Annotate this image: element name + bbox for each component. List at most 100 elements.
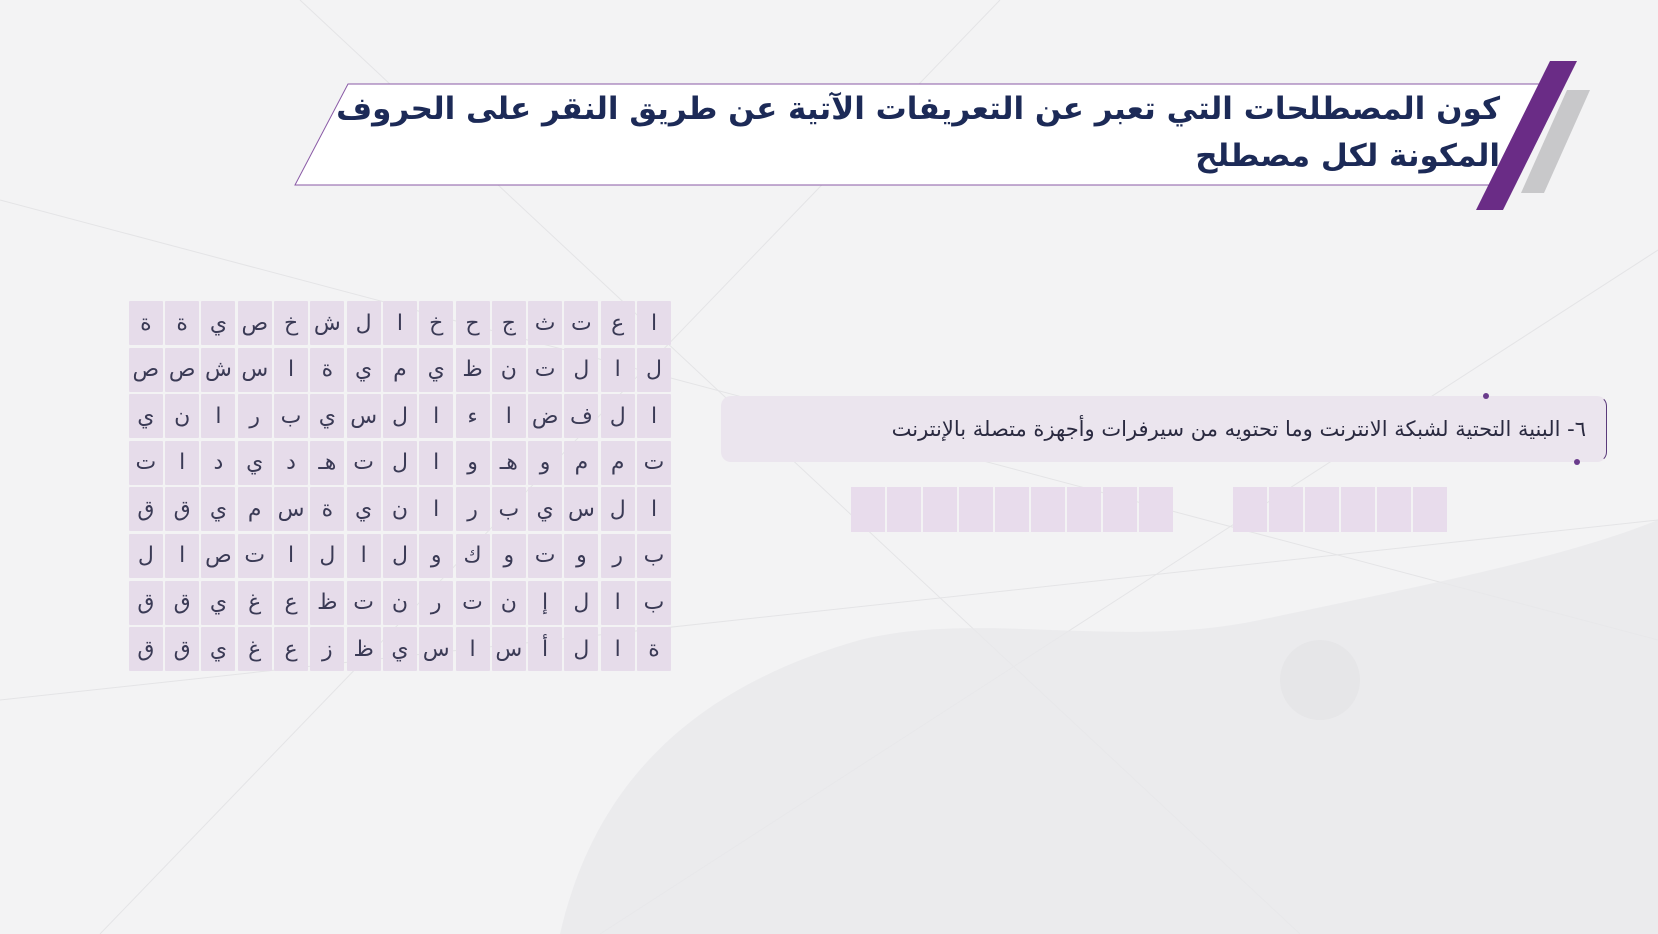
letter-cell[interactable]: و [419, 533, 454, 578]
letter-cell[interactable]: ي [201, 301, 236, 345]
letter-cell[interactable]: ض [528, 394, 563, 439]
letter-cell[interactable]: ش [310, 301, 345, 345]
letter-cell[interactable]: ا [382, 301, 417, 345]
letter-cell[interactable]: س [237, 347, 272, 392]
letter-cell[interactable]: ي [237, 440, 272, 485]
letter-cell[interactable]: ل [382, 394, 417, 439]
letter-cell[interactable]: ي [382, 627, 417, 672]
letter-cell[interactable]: م [382, 347, 417, 392]
letter-cell[interactable]: ل [637, 347, 671, 392]
letter-cell[interactable]: و [491, 533, 526, 578]
letter-cell[interactable]: ل [564, 627, 599, 672]
letter-cell[interactable]: ا [201, 394, 236, 439]
letter-cell[interactable]: ا [419, 394, 454, 439]
letter-cell[interactable]: ب [637, 533, 671, 578]
letter-cell[interactable]: ب [491, 487, 526, 532]
letter-cell[interactable]: ل [600, 394, 635, 439]
letter-cell[interactable]: ر [419, 580, 454, 625]
letter-cell[interactable]: ق [128, 580, 163, 625]
letter-cell[interactable]: ل [310, 533, 345, 578]
letter-cell[interactable]: ف [564, 394, 599, 439]
letter-cell[interactable]: ا [455, 627, 490, 672]
letter-cell[interactable]: ل [382, 440, 417, 485]
letter-cell[interactable]: ا [165, 533, 200, 578]
letter-cell[interactable]: ت [564, 301, 599, 345]
letter-cell[interactable]: ي [201, 580, 236, 625]
letter-cell[interactable]: غ [237, 627, 272, 672]
letter-cell[interactable]: ا [637, 487, 671, 532]
letter-cell[interactable]: ص [201, 533, 236, 578]
letter-cell[interactable]: ي [528, 487, 563, 532]
letter-cell[interactable]: غ [237, 580, 272, 625]
letter-cell[interactable]: ا [491, 394, 526, 439]
letter-cell[interactable]: ن [165, 394, 200, 439]
letter-cell[interactable]: س [274, 487, 309, 532]
letter-cell[interactable]: هـ [310, 440, 345, 485]
letter-cell[interactable]: ل [382, 533, 417, 578]
letter-cell[interactable]: ا [165, 440, 200, 485]
letter-cell[interactable]: ح [455, 301, 490, 345]
letter-cell[interactable]: ص [237, 301, 272, 345]
letter-cell[interactable]: ة [310, 487, 345, 532]
letter-cell[interactable]: و [564, 533, 599, 578]
letter-cell[interactable]: ر [455, 487, 490, 532]
letter-cell[interactable]: هـ [491, 440, 526, 485]
letter-cell[interactable]: ز [310, 627, 345, 672]
letter-cell[interactable]: ث [528, 301, 563, 345]
letter-cell[interactable]: ل [128, 533, 163, 578]
letter-cell[interactable]: ن [382, 580, 417, 625]
letter-cell[interactable]: ع [274, 627, 309, 672]
letter-cell[interactable]: ا [600, 627, 635, 672]
letter-cell[interactable]: ل [564, 580, 599, 625]
letter-cell[interactable]: ا [419, 487, 454, 532]
letter-cell[interactable]: ق [128, 487, 163, 532]
letter-cell[interactable]: ا [637, 394, 671, 439]
letter-cell[interactable]: م [237, 487, 272, 532]
letter-cell[interactable]: ص [128, 347, 163, 392]
letter-cell[interactable]: ب [274, 394, 309, 439]
letter-cell[interactable]: ر [600, 533, 635, 578]
letter-cell[interactable]: ص [165, 347, 200, 392]
letter-cell[interactable]: م [600, 440, 635, 485]
letter-cell[interactable]: ت [528, 347, 563, 392]
letter-cell[interactable]: ق [128, 627, 163, 672]
letter-cell[interactable]: ق [165, 627, 200, 672]
letter-cell[interactable]: ظ [310, 580, 345, 625]
letter-cell[interactable]: س [419, 627, 454, 672]
letter-cell[interactable]: س [346, 394, 381, 439]
letter-cell[interactable]: س [564, 487, 599, 532]
letter-cell[interactable]: ا [600, 347, 635, 392]
letter-cell[interactable]: س [491, 627, 526, 672]
letter-cell[interactable]: د [201, 440, 236, 485]
letter-cell[interactable]: ا [600, 580, 635, 625]
letter-cell[interactable]: ا [346, 533, 381, 578]
letter-cell[interactable]: ا [274, 533, 309, 578]
letter-cell[interactable]: ب [637, 580, 671, 625]
letter-cell[interactable]: ا [274, 347, 309, 392]
letter-cell[interactable]: خ [274, 301, 309, 345]
letter-cell[interactable]: ت [637, 440, 671, 485]
letter-cell[interactable]: ي [346, 347, 381, 392]
letter-cell[interactable]: ة [637, 627, 671, 672]
letter-cell[interactable]: ت [237, 533, 272, 578]
letter-cell[interactable]: ن [382, 487, 417, 532]
letter-cell[interactable]: ن [491, 347, 526, 392]
letter-cell[interactable]: ا [419, 440, 454, 485]
letter-cell[interactable]: إ [528, 580, 563, 625]
letter-cell[interactable]: ت [455, 580, 490, 625]
letter-cell[interactable]: ر [237, 394, 272, 439]
letter-cell[interactable]: د [274, 440, 309, 485]
letter-cell[interactable]: ا [637, 301, 671, 345]
letter-cell[interactable]: ق [165, 487, 200, 532]
letter-cell[interactable]: ة [128, 301, 163, 345]
letter-cell[interactable]: ة [310, 347, 345, 392]
letter-cell[interactable]: و [528, 440, 563, 485]
letter-cell[interactable]: ي [310, 394, 345, 439]
letter-cell[interactable]: ج [491, 301, 526, 345]
letter-cell[interactable]: ي [201, 487, 236, 532]
letter-cell[interactable]: خ [419, 301, 454, 345]
letter-cell[interactable]: ل [346, 301, 381, 345]
letter-cell[interactable]: ة [165, 301, 200, 345]
letter-cell[interactable]: ع [600, 301, 635, 345]
letter-cell[interactable]: ش [201, 347, 236, 392]
